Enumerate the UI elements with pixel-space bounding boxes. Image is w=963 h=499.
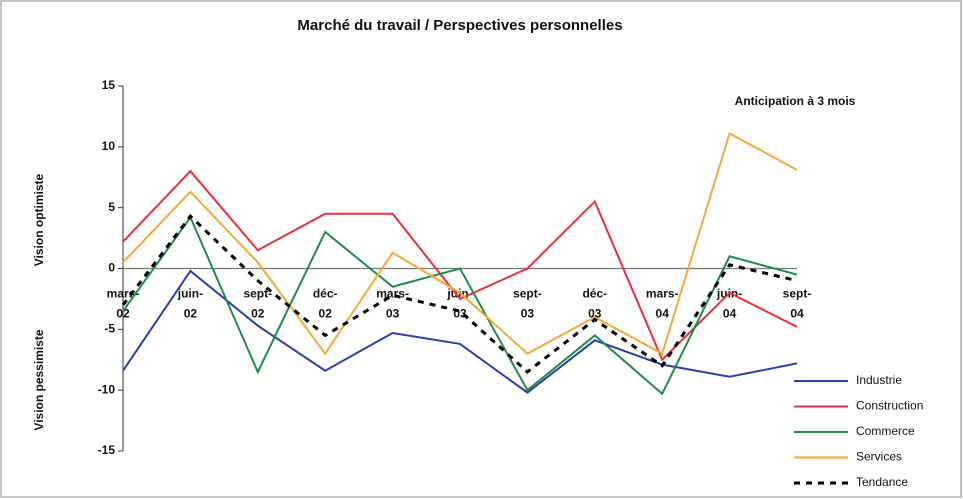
legend-label: Industrie [856, 373, 902, 387]
line-series [122, 169, 798, 362]
line-series [121, 213, 798, 374]
legend-label: Commerce [856, 424, 915, 438]
x-tick-label: mars-03 [376, 287, 409, 321]
x-tick-label: sept-02 [243, 287, 272, 321]
line-series [122, 131, 798, 356]
x-tick-label: mars-04 [646, 287, 679, 321]
y-axis-label: Vision pessimiste [32, 329, 46, 430]
y-tick-label: 15 [102, 78, 116, 92]
legend-box [787, 366, 950, 494]
annotation: Anticipation à 3 mois [735, 94, 856, 108]
y-tick-label: 10 [102, 139, 116, 153]
x-tick-label: juin-02 [177, 287, 203, 321]
y-tick-label: 0 [108, 261, 115, 275]
line-series [122, 215, 798, 396]
y-tick-label: 5 [108, 200, 115, 214]
legend-label: Construction [856, 399, 923, 413]
y-tick-label: -10 [98, 382, 116, 396]
chart-title: Marché du travail / Perspectives personn… [297, 17, 622, 34]
x-tick-label: sept-04 [783, 287, 812, 321]
x-tick-label: mars-02 [107, 287, 140, 321]
legend-label: Tendance [856, 475, 908, 489]
legend-label: Services [856, 450, 902, 464]
x-tick-label: sept-03 [513, 287, 542, 321]
y-tick-label: -15 [98, 443, 116, 457]
x-tick-label: déc-03 [582, 287, 607, 321]
y-tick-label: -5 [104, 322, 115, 336]
x-tick-label: déc-02 [313, 287, 338, 321]
line-series [122, 269, 798, 394]
y-axis-label: Vision optimiste [32, 173, 46, 266]
